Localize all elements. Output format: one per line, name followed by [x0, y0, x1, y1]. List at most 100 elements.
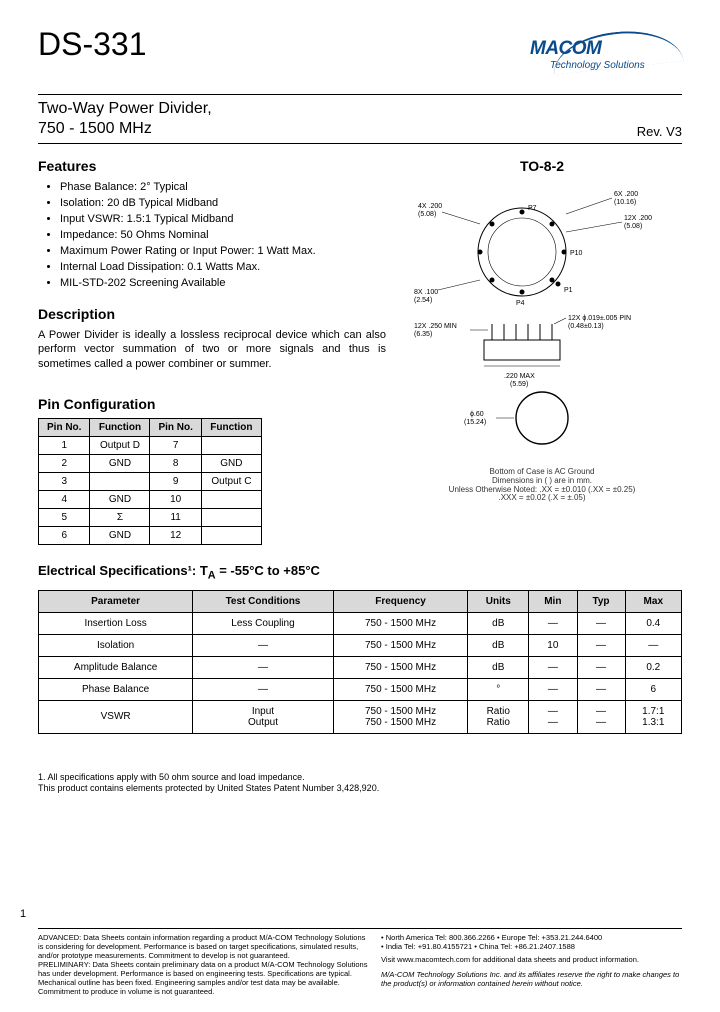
logo: MACOM Technology Solutions — [522, 32, 682, 82]
table-header: Function — [90, 419, 150, 437]
table-cell: GND — [90, 455, 150, 473]
page-number: 1 — [20, 908, 26, 920]
table-row: 1Output D7 — [39, 437, 262, 455]
elec-spec-heading: Electrical Specifications¹: TA = -55°C t… — [38, 563, 682, 582]
svg-text:P7: P7 — [528, 205, 537, 212]
table-cell: 7 — [150, 437, 201, 455]
svg-text:(6.35): (6.35) — [414, 331, 432, 338]
table-cell — [90, 473, 150, 491]
table-cell: 3 — [39, 473, 90, 491]
svg-text:(5.08): (5.08) — [418, 211, 436, 218]
svg-text:.220 MAX: .220 MAX — [504, 373, 535, 380]
table-cell: 6 — [39, 527, 90, 545]
table-row: 6GND12 — [39, 527, 262, 545]
svg-text:4X .200: 4X .200 — [418, 203, 442, 210]
table-cell: 750 - 1500 MHz — [333, 612, 468, 634]
list-item: Phase Balance: 2° Typical — [60, 180, 386, 196]
table-row: Insertion LossLess Coupling750 - 1500 MH… — [39, 612, 682, 634]
svg-text:12X .200: 12X .200 — [624, 215, 652, 222]
table-row: 39Output C — [39, 473, 262, 491]
table-cell: — — [193, 678, 334, 700]
subtitle: Two-Way Power Divider, 750 - 1500 MHz — [38, 99, 212, 139]
table-cell — [201, 491, 261, 509]
table-cell: 1.7:1 1.3:1 — [625, 700, 681, 733]
svg-text:P10: P10 — [570, 250, 583, 257]
footer-right: • North America Tel: 800.366.2266 • Euro… — [381, 933, 682, 996]
table-cell: ° — [468, 678, 529, 700]
svg-text:(10.16): (10.16) — [614, 199, 636, 206]
footer-disclaimer: M/A-COM Technology Solutions Inc. and it… — [381, 970, 682, 988]
revision: Rev. V3 — [637, 124, 682, 139]
package-caption: Bottom of Case is AC Ground Dimensions i… — [402, 468, 682, 503]
table-cell: — — [577, 612, 625, 634]
table-header: Max — [625, 590, 681, 612]
table-row: Isolation—750 - 1500 MHzdB10—— — [39, 634, 682, 656]
svg-text:(2.54): (2.54) — [414, 297, 432, 304]
table-cell: dB — [468, 612, 529, 634]
table-cell: 0.4 — [625, 612, 681, 634]
subtitle-line2: 750 - 1500 MHz — [38, 120, 152, 137]
list-item: Impedance: 50 Ohms Nominal — [60, 228, 386, 244]
svg-text:(15.24): (15.24) — [464, 419, 486, 426]
table-header: Parameter — [39, 590, 193, 612]
list-item: MIL-STD-202 Screening Available — [60, 276, 386, 292]
footer-contacts: • North America Tel: 800.366.2266 • Euro… — [381, 933, 682, 951]
table-cell: 9 — [150, 473, 201, 491]
table-cell: 750 - 1500 MHz — [333, 656, 468, 678]
table-cell — [201, 527, 261, 545]
table-cell: 750 - 1500 MHz — [333, 634, 468, 656]
table-cell: Phase Balance — [39, 678, 193, 700]
footer-left: ADVANCED: Data Sheets contain informatio… — [38, 933, 369, 996]
table-cell: Input Output — [193, 700, 334, 733]
package-heading: TO-8-2 — [402, 158, 682, 174]
table-cell: 750 - 1500 MHz 750 - 1500 MHz — [333, 700, 468, 733]
table-cell — [201, 509, 261, 527]
table-cell: Less Coupling — [193, 612, 334, 634]
table-cell: — — [577, 656, 625, 678]
svg-text:6X .200: 6X .200 — [614, 191, 638, 198]
svg-text:P4: P4 — [516, 300, 525, 307]
table-cell: Ratio Ratio — [468, 700, 529, 733]
list-item: Input VSWR: 1.5:1 Typical Midband — [60, 212, 386, 228]
table-cell: 10 — [529, 634, 577, 656]
table-row: 4GND10 — [39, 491, 262, 509]
subtitle-line1: Two-Way Power Divider, — [38, 100, 212, 117]
table-cell: Isolation — [39, 634, 193, 656]
table-cell: 4 — [39, 491, 90, 509]
table-header: Pin No. — [39, 419, 90, 437]
features-list: Phase Balance: 2° Typical Isolation: 20 … — [38, 180, 386, 292]
logo-text: MACOM — [530, 38, 601, 60]
table-cell: Output D — [90, 437, 150, 455]
table-cell: 0.2 — [625, 656, 681, 678]
table-cell: dB — [468, 656, 529, 678]
table-cell: — — [577, 634, 625, 656]
table-cell: — — [529, 612, 577, 634]
table-cell: 2 — [39, 455, 90, 473]
description-text: A Power Divider is ideally a lossless re… — [38, 328, 386, 373]
part-number: DS-331 — [38, 26, 147, 63]
table-row: 2GND8GND — [39, 455, 262, 473]
table-header: Frequency — [333, 590, 468, 612]
table-cell: 6 — [625, 678, 681, 700]
table-header: Min — [529, 590, 577, 612]
footer-visit: Visit www.macomtech.com for additional d… — [381, 955, 682, 964]
table-cell: 8 — [150, 455, 201, 473]
table-header: Function — [201, 419, 261, 437]
table-row: 5Σ11 — [39, 509, 262, 527]
list-item: Internal Load Dissipation: 0.1 Watts Max… — [60, 260, 386, 276]
footer: ADVANCED: Data Sheets contain informatio… — [38, 928, 682, 996]
table-cell: — — — [529, 700, 577, 733]
svg-text:12X .250 MIN: 12X .250 MIN — [414, 323, 457, 330]
table-cell: — — [577, 678, 625, 700]
list-item: Maximum Power Rating or Input Power: 1 W… — [60, 244, 386, 260]
table-cell: 5 — [39, 509, 90, 527]
table-row: Phase Balance—750 - 1500 MHz°——6 — [39, 678, 682, 700]
table-cell: — — [193, 634, 334, 656]
table-row: VSWRInput Output750 - 1500 MHz 750 - 150… — [39, 700, 682, 733]
table-cell: 10 — [150, 491, 201, 509]
table-cell: — — [529, 656, 577, 678]
table-cell: Amplitude Balance — [39, 656, 193, 678]
subtitle-bar: Two-Way Power Divider, 750 - 1500 MHz Re… — [38, 94, 682, 144]
table-cell: 1 — [39, 437, 90, 455]
table-header: Units — [468, 590, 529, 612]
